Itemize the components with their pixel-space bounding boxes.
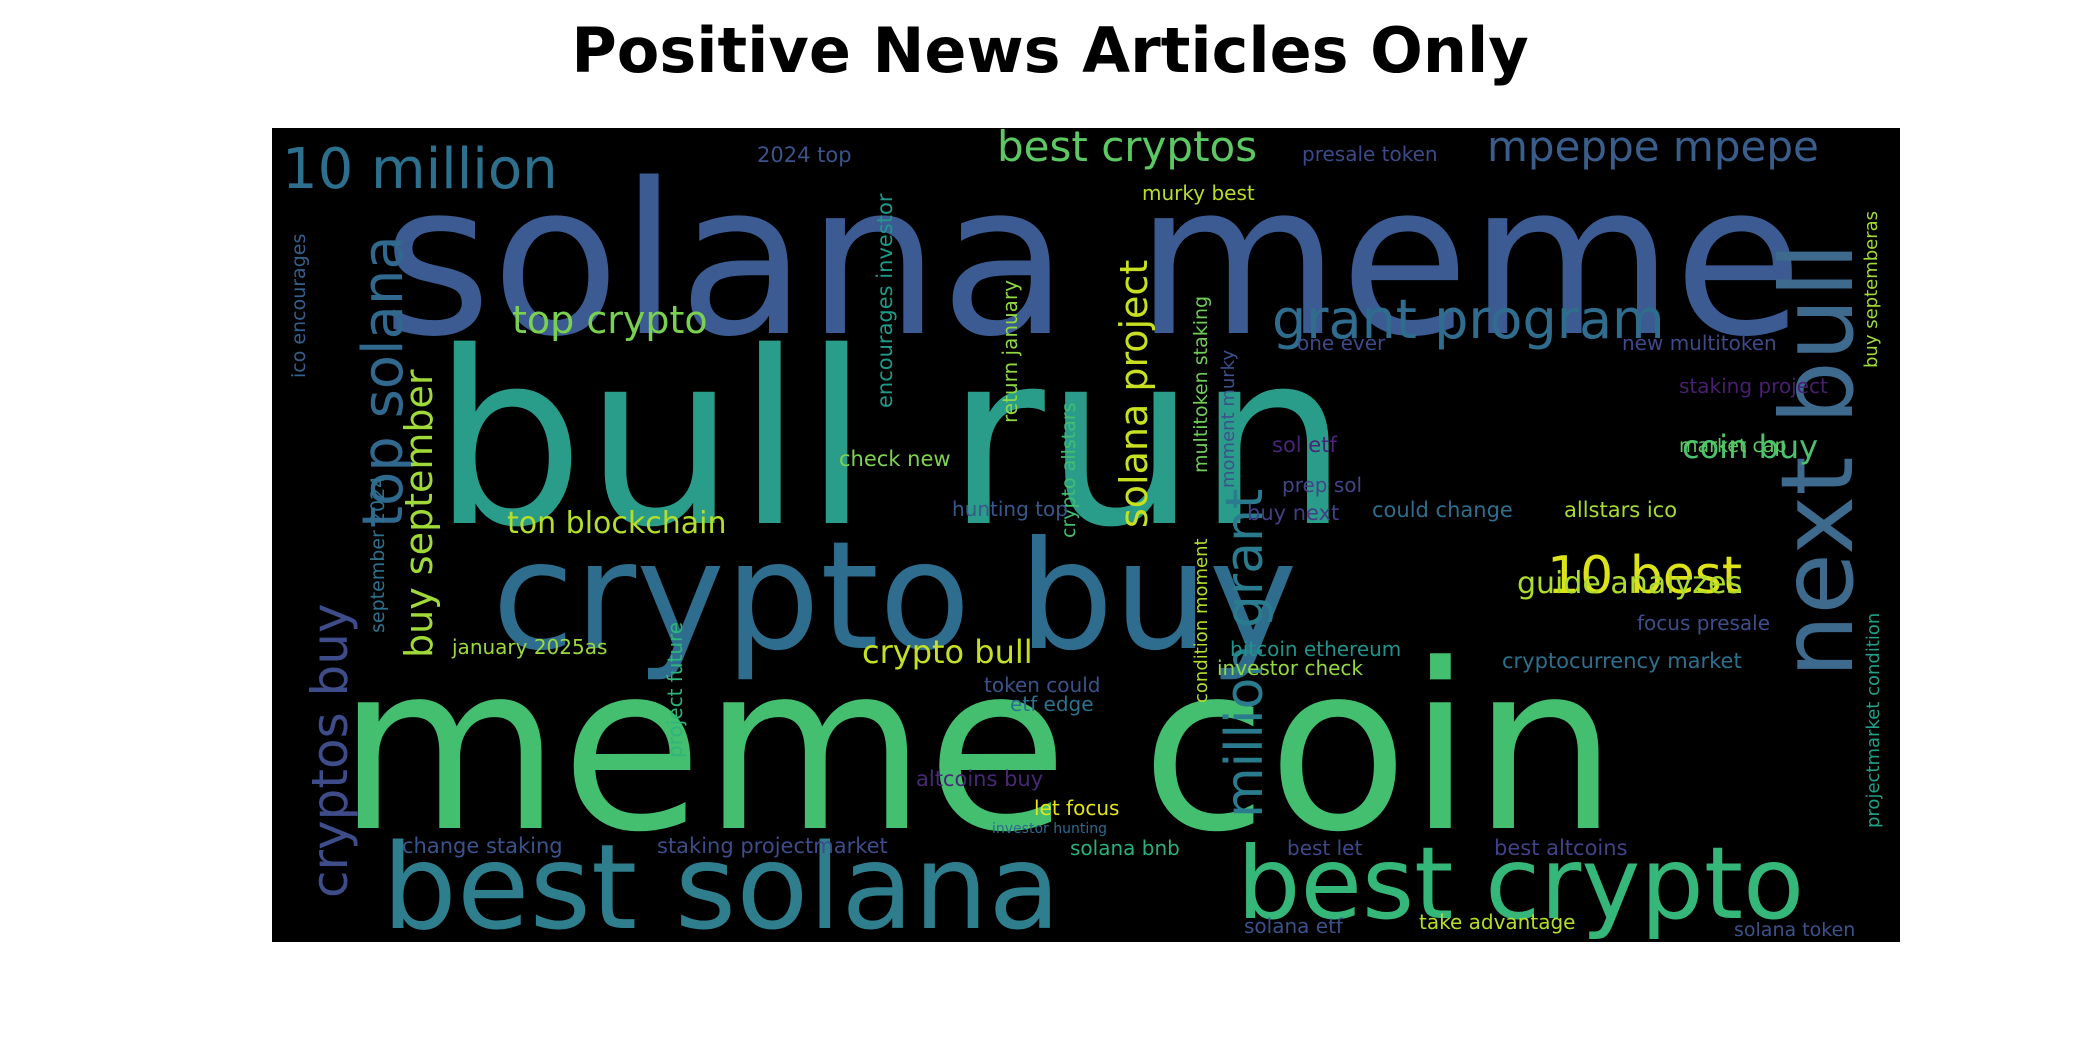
cloud-word: solana meme [382,138,1803,383]
cloud-word: ton blockchain [507,506,727,541]
cloud-word: mpeppe mpepe [1487,128,1819,171]
cloud-word: best cryptos [997,128,1257,171]
cloud-word: solana project [1112,260,1156,528]
cloud-word: new multitoken [1622,331,1777,355]
cloud-word: focus presale [1637,611,1770,635]
cloud-word: condition moment [1191,538,1212,703]
cloud-word: grant program [1272,288,1665,351]
cloud-word: ico encourages [288,234,310,378]
word-cloud: solana meme bull run meme coin crypto buy be… [272,128,1900,942]
cloud-word: buy september [397,369,441,658]
cloud-word: staking project [1679,374,1828,398]
cloud-word: top crypto [512,298,708,342]
cloud-word: take advantage [1419,910,1575,934]
cloud-word: best altcoins [1494,836,1628,860]
cloud-word: bull run [432,300,1349,580]
cloud-word: encourages investor [873,193,897,408]
cloud-word: crypto allstars [1058,402,1080,538]
cloud-word: project future [663,622,687,758]
cloud-word: cryptocurrency market [1502,649,1742,673]
cloud-word: crypto buy [492,510,1297,684]
cloud-word: buy septemberas [1861,211,1882,368]
cloud-word: best crypto [1237,825,1804,942]
cloud-word: check new [839,447,951,471]
cloud-word: could change [1372,498,1513,522]
cloud-word: projectmarket condition [1863,613,1884,828]
cloud-word: market cap [1679,435,1787,457]
cloud-word: presale token [1302,142,1438,166]
cloud-word: meme coin [337,616,1618,883]
cloud-word: top solana [351,235,416,528]
cloud-word: best solana [382,818,1061,942]
cloud-word: january 2025as [451,635,607,659]
cloud-word: solana bnb [1070,836,1180,860]
cloud-word: investor check [1217,656,1363,680]
cloud-word: investor hunting [992,821,1107,837]
cloud-word: solana etf [1244,914,1344,938]
cloud-word: coin buy [1682,428,1818,466]
page-title: Positive News Articles Only [571,14,1529,87]
cloud-word: staking projectmarket [657,834,888,858]
cloud-word: next bull [1759,242,1876,678]
cloud-word: best let [1287,836,1362,860]
cloud-word: murky best [1142,181,1255,205]
cloud-word: 10 million [282,137,558,202]
cloud-word: altcoins buy [916,767,1043,791]
cloud-word: million grant [1215,489,1275,818]
cloud-word: cryptos buy [301,603,359,898]
cloud-word: prep sol [1282,473,1362,497]
cloud-word: 10 best [1547,546,1742,606]
cloud-word: crypto bull [862,633,1033,671]
cloud-word: sol etf [1272,433,1337,457]
cloud-word: moment murky [1218,350,1239,488]
cloud-word: guide analyzes [1517,566,1742,601]
cloud-word: one ever [1297,331,1386,355]
cloud-word: buy next [1247,501,1339,525]
cloud-word: 2024 top [757,143,852,167]
cloud-word: let focus [1034,796,1119,820]
cloud-word: september 2024 [367,476,389,633]
cloud-word: token could [984,673,1100,697]
cloud-word: bitcoin ethereum [1230,637,1401,661]
cloud-word: return january [998,280,1022,423]
cloud-word: allstars ico [1564,498,1677,522]
cloud-word: change staking [402,834,563,858]
cloud-word: hunting top [952,497,1068,521]
cloud-word: solana token [1734,919,1855,941]
cloud-word: multitoken staking [1190,296,1212,473]
cloud-word: etf edge [1010,692,1094,716]
